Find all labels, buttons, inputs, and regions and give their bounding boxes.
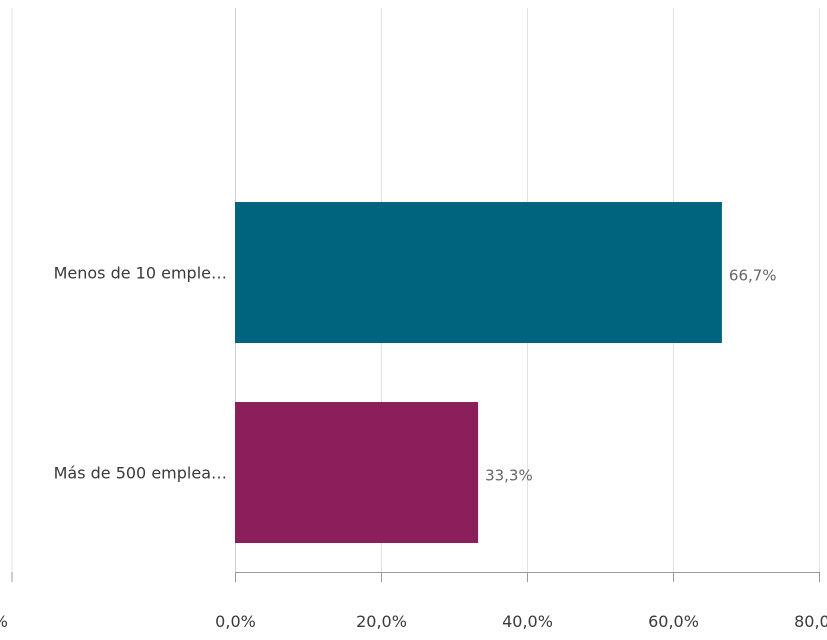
x-tick-label: 60,0% [648, 612, 699, 631]
x-tick-label: 0,0% [215, 612, 256, 631]
value-labels: 66,7% 33,3% [485, 267, 776, 485]
x-tick-labels: % 0,0% 20,0% 40,0% 60,0% 80,0% [0, 612, 827, 631]
category-labels: Menos de 10 emple… Más de 500 emplea… [54, 264, 227, 483]
x-tick-label: 20,0% [356, 612, 407, 631]
x-tick-label: 80,0% [794, 612, 827, 631]
bars [235, 202, 722, 543]
category-label: Menos de 10 emple… [54, 264, 227, 283]
category-label: Más de 500 emplea… [54, 464, 227, 483]
bar [235, 402, 479, 543]
left-partial-tick-label: % [0, 612, 8, 631]
x-tick-label: 40,0% [502, 612, 553, 631]
data-label: 66,7% [729, 267, 777, 285]
bar [235, 202, 722, 343]
data-label: 33,3% [485, 467, 533, 485]
x-axis [11, 572, 820, 582]
